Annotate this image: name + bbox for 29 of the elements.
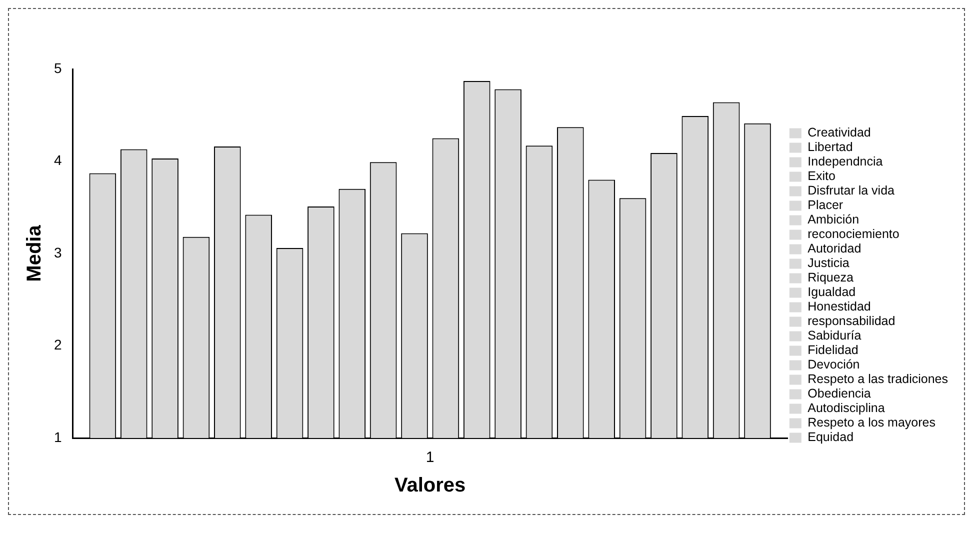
legend-label: Devoción: [808, 358, 860, 372]
y-tick-label: 2: [54, 336, 62, 353]
legend-label: Fidelidad: [808, 343, 858, 358]
legend-label: Disfrutar la vida: [808, 184, 895, 198]
legend-label: responsabilidad: [808, 314, 896, 328]
y-tick-label: 5: [54, 60, 62, 76]
legend-label: reconociemiento: [808, 227, 900, 242]
legend-label: Placer: [808, 198, 844, 212]
x-axis-title: Valores: [394, 474, 466, 497]
legend-label: Ambición: [808, 212, 860, 227]
y-axis-title: Media: [24, 224, 46, 282]
y-tick-label: 1: [54, 428, 62, 445]
legend-label: Respeto a las tradiciones: [808, 372, 948, 386]
legend-label: Obediencia: [808, 386, 871, 401]
legend-label: Igualdad: [808, 285, 856, 300]
legend-label: Justicia: [808, 256, 850, 270]
legend-label: Equidad: [808, 430, 854, 444]
y-tick-label: 3: [54, 244, 62, 260]
legend-label: Exito: [808, 169, 836, 184]
legend-label: Creatividad: [808, 126, 871, 140]
legend-label: Autoridad: [808, 242, 862, 256]
y-tick-label: 4: [54, 152, 62, 168]
legend-label: Respeto a los mayores: [808, 416, 936, 430]
legend-label: Riqueza: [808, 270, 854, 285]
legend-label: Sabiduría: [808, 328, 862, 343]
legend-label: Libertad: [808, 140, 853, 154]
legend-label: Honestidad: [808, 300, 871, 314]
legend-label: Autodisciplina: [808, 401, 885, 416]
legend-label: Independncia: [808, 154, 883, 169]
